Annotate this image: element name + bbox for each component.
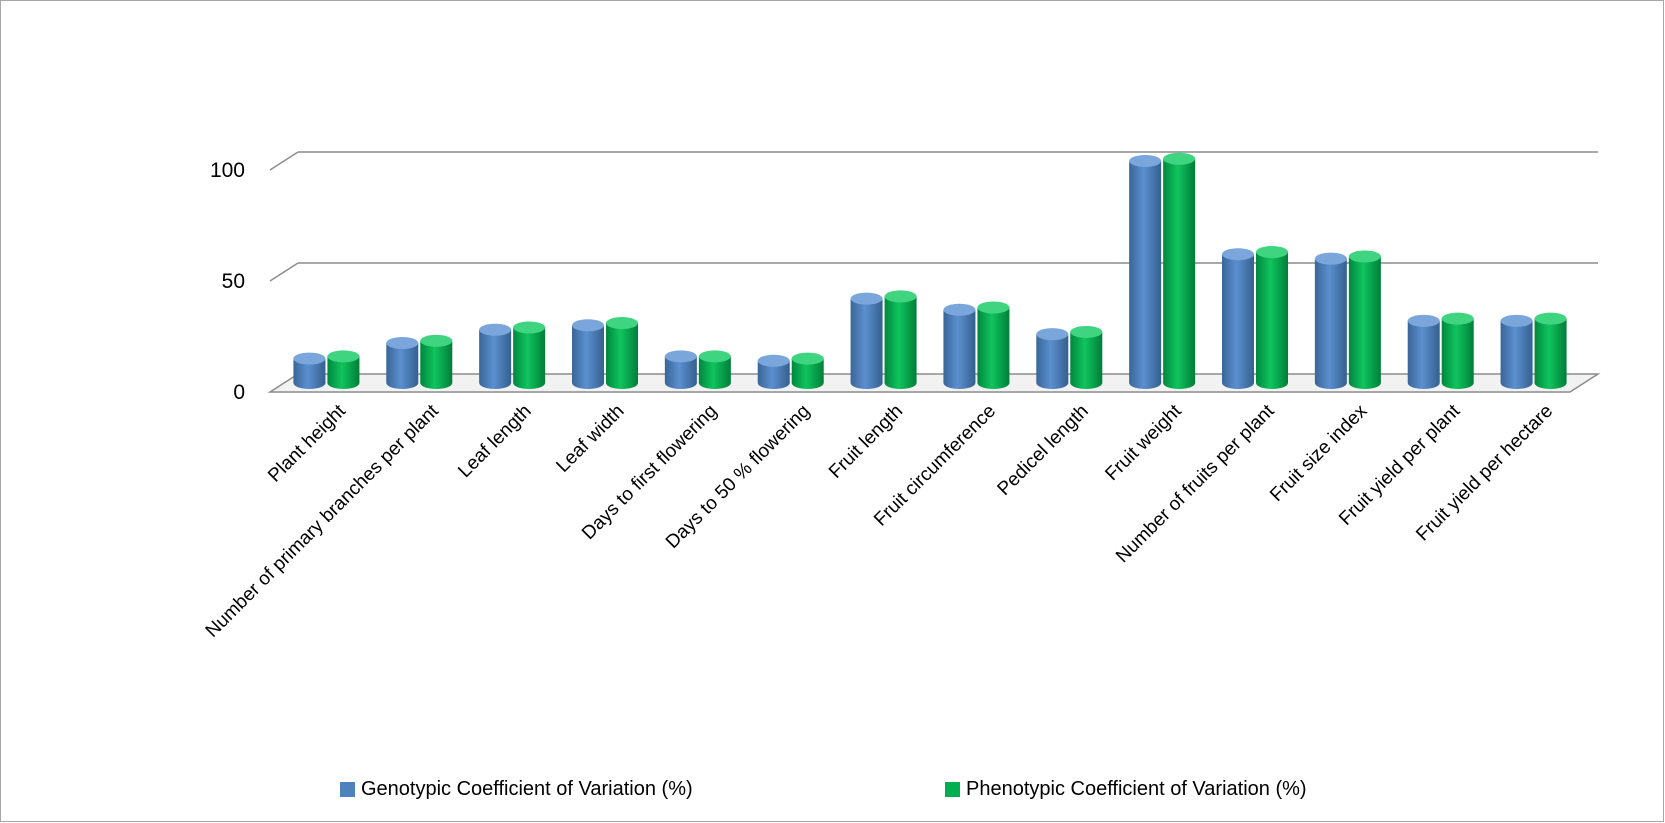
x-tick-label-0: Plant height: [264, 400, 350, 486]
legend-item-phenotypic: Phenotypic Coefficient of Variation (%): [945, 778, 1307, 801]
legend-item-genotypic: Genotypic Coefficient of Variation (%): [340, 778, 693, 801]
x-tick-label-9: Fruit weight: [1101, 400, 1186, 485]
legend-label-genotypic: Genotypic Coefficient of Variation (%): [361, 778, 693, 800]
bar-phenotypic-9: [1163, 152, 1196, 389]
bar-genotypic-11: [1314, 252, 1347, 389]
x-tick-label-11: Fruit size index: [1266, 400, 1372, 506]
bar-genotypic-5: [757, 354, 790, 389]
bar-genotypic-4: [664, 350, 697, 389]
bar-phenotypic-5: [791, 352, 824, 389]
x-tick-label-10: Number of fruits per plant: [1112, 400, 1279, 567]
bar-phenotypic-2: [513, 321, 546, 389]
legend-swatch-phenotypic: [945, 782, 960, 797]
bar-phenotypic-13: [1534, 312, 1567, 389]
bar-genotypic-1: [386, 337, 419, 389]
y-axis-ticks: 0 50 100: [210, 159, 245, 404]
bar-genotypic-3: [572, 319, 604, 389]
bar-genotypic-2: [479, 323, 512, 389]
bar-phenotypic-3: [606, 317, 638, 389]
legend: Genotypic Coefficient of Variation (%) P…: [0, 778, 1665, 808]
bar-phenotypic-10: [1256, 246, 1288, 389]
gridline-depth-100: [269, 151, 299, 171]
bar-genotypic-6: [850, 292, 883, 389]
legend-swatch-genotypic: [340, 782, 355, 797]
bar-phenotypic-11: [1348, 250, 1381, 389]
gridline-depth-50: [269, 262, 299, 282]
bars: [293, 152, 1567, 389]
y-tick-label-100: 100: [210, 159, 245, 182]
legend-label-phenotypic: Phenotypic Coefficient of Variation (%): [966, 778, 1307, 800]
x-tick-label-3: Leaf width: [552, 401, 628, 477]
y-tick-label-0: 0: [233, 381, 245, 404]
bar-phenotypic-6: [884, 290, 917, 389]
x-tick-label-6: Fruit length: [825, 401, 907, 483]
bar-genotypic-9: [1129, 155, 1162, 389]
x-tick-label-8: Pedicel length: [994, 401, 1093, 500]
bar-phenotypic-8: [1070, 325, 1103, 389]
bar-phenotypic-4: [698, 350, 731, 389]
bar-phenotypic-0: [327, 350, 360, 389]
x-tick-label-2: Leaf length: [454, 401, 535, 482]
bar-genotypic-8: [1036, 328, 1069, 389]
bar-phenotypic-1: [420, 334, 453, 389]
floor-plane: [267, 373, 1601, 393]
bar-phenotypic-7: [977, 301, 1010, 389]
bar-genotypic-0: [293, 352, 326, 389]
y-tick-label-50: 50: [222, 270, 245, 293]
bar-genotypic-10: [1222, 248, 1254, 389]
bar-genotypic-12: [1407, 314, 1440, 389]
bar-phenotypic-12: [1441, 312, 1474, 389]
bar-genotypic-13: [1500, 314, 1533, 389]
gridlines: [267, 151, 1601, 393]
bar-genotypic-7: [943, 303, 976, 389]
